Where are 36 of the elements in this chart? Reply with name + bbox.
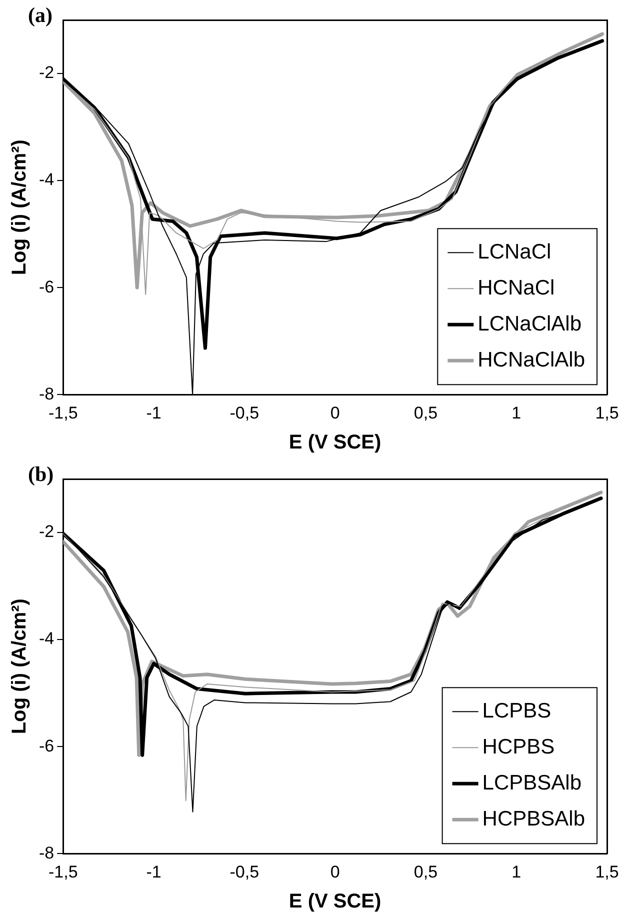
y-tick-label: -6 bbox=[38, 736, 54, 756]
y-tick-label: -2 bbox=[38, 63, 54, 82]
legend-label: HCPBS bbox=[482, 735, 555, 758]
legend-label: LCPBS bbox=[482, 699, 552, 722]
legend-label: HCNaClAlb bbox=[478, 348, 585, 372]
x-tick-label: 1 bbox=[512, 862, 522, 882]
legend-label: LCPBSAlb bbox=[482, 771, 582, 794]
x-tick-label: -1 bbox=[146, 403, 162, 422]
x-tick-label: 1,5 bbox=[595, 862, 619, 882]
legend-label: LCNaCl bbox=[478, 240, 552, 264]
x-axis-title: E (V SCE) bbox=[288, 432, 382, 454]
legend-label: HCNaCl bbox=[478, 276, 555, 300]
x-tick-label: 0,5 bbox=[414, 403, 438, 422]
x-tick-label: 1 bbox=[512, 403, 522, 422]
y-axis-title: Log (i) (A/cm²) bbox=[8, 140, 31, 276]
x-tick-label: 1,5 bbox=[595, 403, 619, 422]
x-tick-label: 0 bbox=[330, 403, 340, 422]
x-tick-label: -0,5 bbox=[230, 862, 260, 882]
x-tick-label: -1,5 bbox=[48, 403, 78, 422]
y-tick-label: -6 bbox=[38, 277, 54, 296]
x-tick-label: 0 bbox=[330, 862, 340, 882]
y-tick-label: -8 bbox=[38, 843, 54, 862]
legend-label: LCNaClAlb bbox=[478, 312, 582, 336]
y-axis-title: Log (i) (A/cm²) bbox=[8, 598, 31, 734]
x-tick-label: -0,5 bbox=[230, 403, 260, 422]
legend-label: HCPBSAlb bbox=[482, 807, 585, 830]
x-tick-label: -1 bbox=[146, 862, 162, 882]
x-tick-label: -1,5 bbox=[48, 862, 78, 882]
y-tick-label: -4 bbox=[38, 170, 54, 190]
y-tick-label: -2 bbox=[38, 522, 54, 542]
x-axis-title: E (V SCE) bbox=[288, 890, 382, 913]
x-tick-label: 0,5 bbox=[414, 862, 438, 882]
chart-title: (b) bbox=[28, 462, 54, 486]
y-tick-label: -4 bbox=[38, 629, 54, 648]
y-tick-label: -8 bbox=[38, 384, 54, 404]
chart-title: (a) bbox=[28, 2, 52, 27]
